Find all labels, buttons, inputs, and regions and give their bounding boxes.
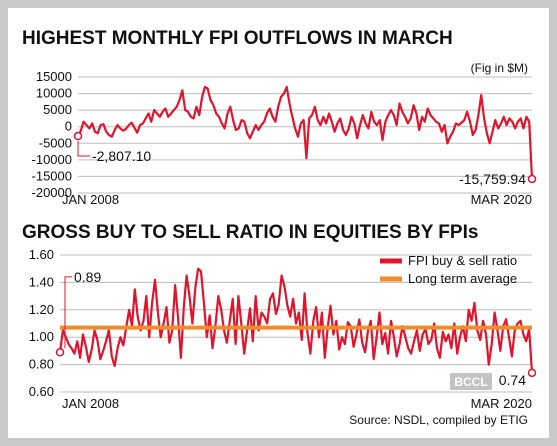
chart1-series-group: -2,807.10 -15,759.94 [73, 85, 537, 187]
chart1-x-end-label: MAR 2020 [471, 192, 532, 207]
chart1-units-note: (Fig in $M) [471, 61, 528, 75]
series-line [77, 85, 534, 179]
source-note: Source: NSDL, compiled by ETIG [349, 413, 528, 427]
chart2-x-start-label: JAN 2008 [62, 396, 119, 411]
chart2-legend: FPI buy & sell ratio Long term average [380, 253, 517, 286]
watermark-badge [450, 373, 492, 390]
chart2-y-axis: 1.60 1.40 1.20 1.00 0.80 0.60 [29, 247, 54, 399]
y-tick-label: 1.20 [29, 302, 54, 317]
end-value-label: 0.74 [499, 372, 526, 388]
end-value-label: -15,759.94 [459, 171, 526, 187]
chart2-title: GROSS BUY TO SELL RATIO IN EQUITIES BY F… [22, 222, 478, 243]
y-tick-label: 1.40 [29, 274, 54, 289]
y-tick-label: -15000 [32, 168, 72, 183]
start-point-marker [55, 348, 65, 357]
legend-label: Long term average [408, 271, 517, 286]
end-point-marker [527, 174, 537, 184]
start-callout-leader [64, 276, 72, 349]
series-line [58, 267, 534, 373]
legend-label: FPI buy & sell ratio [408, 253, 517, 268]
y-tick-label: 15000 [36, 69, 72, 84]
y-tick-label: 10000 [36, 86, 72, 101]
y-tick-label: 0.60 [29, 384, 54, 399]
chart2-x-end-label: MAR 2020 [471, 396, 532, 411]
start-value-label: -2,807.10 [92, 148, 151, 164]
y-tick-label: 0 [65, 119, 72, 134]
y-tick-label: 1.60 [29, 247, 54, 262]
chart1-x-start-label: JAN 2008 [62, 192, 119, 207]
start-callout-leader [77, 141, 90, 157]
y-tick-label: -10000 [32, 152, 72, 167]
watermark-text: BCCL [454, 375, 487, 389]
start-point-marker [73, 131, 83, 141]
y-tick-label: 1.00 [29, 329, 54, 344]
y-tick-label: 0.80 [29, 357, 54, 372]
y-tick-label: -20000 [32, 185, 72, 200]
chart-frame [8, 8, 549, 438]
start-value-label: 0.89 [74, 269, 101, 285]
y-tick-label: -5000 [39, 135, 72, 150]
y-tick-label: 5000 [43, 102, 72, 117]
chart1-title: HIGHEST MONTHLY FPI OUTFLOWS IN MARCH [22, 28, 453, 49]
chart2-series-group: 0.89 0.74 [55, 267, 537, 388]
end-point-marker [527, 368, 537, 378]
